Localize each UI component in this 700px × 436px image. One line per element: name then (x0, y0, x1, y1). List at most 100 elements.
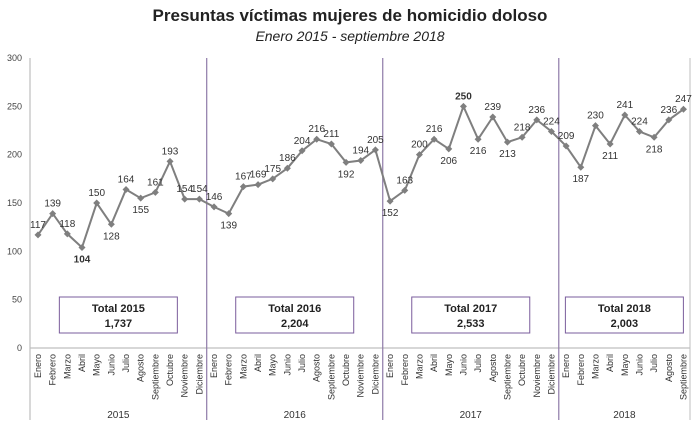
total-box (58, 296, 178, 334)
month-tick-label: Noviembre (180, 354, 190, 398)
month-tick-label: Octubre (341, 354, 351, 386)
total-value: 2,533 (457, 318, 485, 330)
month-tick-label: Mayo (92, 354, 102, 376)
data-label: 205 (367, 135, 384, 146)
month-tick-label: Marzo (238, 354, 248, 379)
month-tick-label: Julio (297, 354, 307, 373)
data-point (342, 158, 350, 166)
data-point (181, 195, 189, 203)
data-label-min: 104 (74, 254, 91, 265)
data-point (606, 140, 614, 148)
data-label: 239 (484, 102, 501, 113)
month-tick-label: Abril (77, 354, 87, 372)
month-tick-label: Marzo (414, 354, 424, 379)
data-point (49, 210, 57, 218)
data-label: 213 (499, 149, 516, 160)
data-label: 163 (396, 175, 413, 186)
month-tick-label: Abril (605, 354, 615, 372)
data-point (650, 133, 658, 141)
month-tick-label: Noviembre (532, 354, 542, 398)
total-box (235, 296, 355, 334)
month-tick-label: Abril (253, 354, 263, 372)
data-label: 218 (514, 122, 531, 133)
data-point (93, 199, 101, 207)
month-tick-label: Julio (473, 354, 483, 373)
data-point (474, 135, 482, 143)
month-tick-label: Mayo (444, 354, 454, 376)
data-label: 211 (323, 129, 339, 140)
month-tick-label: Mayo (620, 354, 630, 376)
total-value: 2,204 (281, 318, 309, 330)
data-point (679, 105, 687, 113)
data-point (386, 197, 394, 205)
total-box (564, 296, 684, 334)
data-label: 169 (250, 170, 267, 181)
month-tick-label: Enero (561, 354, 571, 378)
data-label: 152 (382, 208, 399, 219)
data-point (489, 113, 497, 121)
data-point (459, 102, 467, 110)
month-tick-label: Octubre (517, 354, 527, 386)
month-tick-label: Agosto (488, 354, 498, 382)
data-point (371, 146, 379, 154)
data-label: 216 (470, 146, 487, 157)
data-point (269, 175, 277, 183)
data-label: 216 (426, 124, 443, 135)
month-tick-label: Julio (121, 354, 131, 373)
data-point (225, 210, 233, 218)
data-point (107, 220, 115, 228)
month-tick-label: Marzo (590, 354, 600, 379)
month-tick-label: Febrero (48, 354, 58, 386)
data-point (210, 203, 218, 211)
y-tick-label: 0 (17, 343, 22, 353)
data-label: 216 (308, 124, 325, 135)
data-point (635, 127, 643, 135)
data-label: 150 (88, 188, 105, 199)
month-tick-label: Abril (429, 354, 439, 372)
data-label: 167 (235, 172, 252, 183)
data-label: 224 (543, 116, 560, 127)
data-label: 164 (118, 174, 135, 185)
data-point (63, 230, 71, 238)
month-tick-label: Enero (385, 354, 395, 378)
month-tick-label: Agosto (312, 354, 322, 382)
data-label: 154 (176, 184, 193, 195)
total-label: Total 2018 (598, 303, 651, 315)
month-tick-label: Enero (209, 354, 219, 378)
data-point (621, 111, 629, 119)
data-label: 139 (44, 199, 61, 210)
data-label: 187 (572, 174, 589, 185)
data-label: 161 (147, 177, 164, 188)
total-label: Total 2015 (92, 303, 145, 315)
data-point (533, 116, 541, 124)
data-point (503, 138, 511, 146)
data-label: 194 (352, 145, 369, 156)
data-point (78, 243, 86, 251)
data-point (195, 195, 203, 203)
data-label-max: 250 (455, 91, 472, 102)
data-label: 236 (660, 105, 677, 116)
data-point (283, 164, 291, 172)
data-label: 206 (440, 156, 457, 167)
data-label: 209 (558, 131, 575, 142)
total-value: 1,737 (105, 318, 133, 330)
month-tick-label: Septiembre (326, 354, 336, 400)
data-label: 155 (132, 205, 149, 216)
y-tick-label: 100 (7, 246, 22, 256)
data-label: 200 (411, 140, 428, 151)
y-tick-label: 150 (7, 198, 22, 208)
total-label: Total 2016 (268, 303, 321, 315)
month-tick-label: Septiembre (502, 354, 512, 400)
data-label: 154 (191, 184, 208, 195)
data-point (254, 181, 262, 189)
data-point (298, 147, 306, 155)
year-label: 2017 (460, 410, 483, 421)
month-tick-label: Diciembre (546, 354, 556, 395)
data-point (518, 133, 526, 141)
month-tick-label: Junio (634, 354, 644, 376)
data-label: 146 (206, 192, 223, 203)
data-point (239, 183, 247, 191)
data-point (401, 186, 409, 194)
data-point (547, 127, 555, 135)
